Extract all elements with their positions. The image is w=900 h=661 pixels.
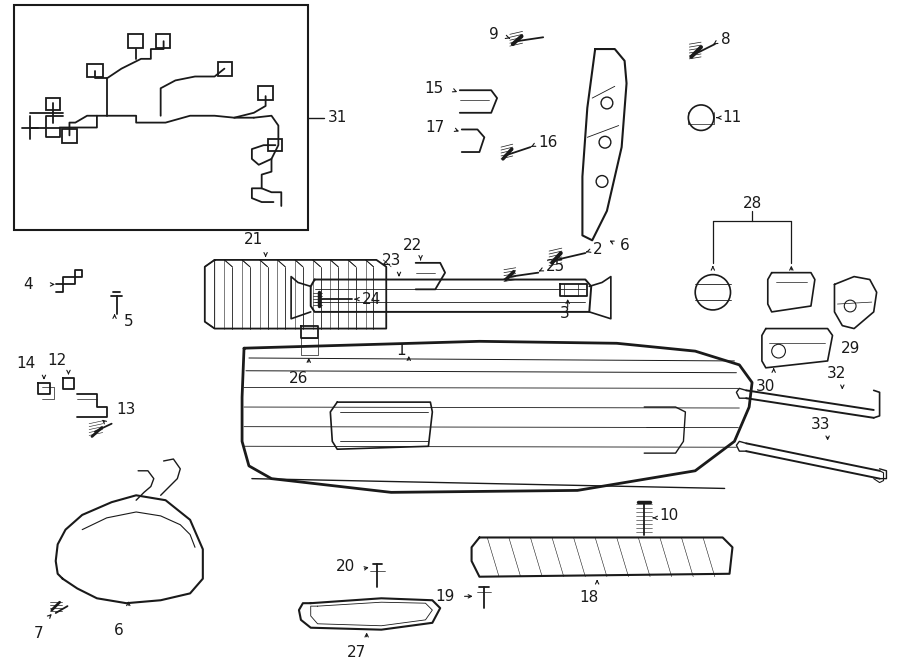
Text: 29: 29 — [841, 341, 859, 356]
Text: 25: 25 — [546, 259, 565, 274]
Text: 13: 13 — [116, 403, 136, 418]
Text: 32: 32 — [827, 366, 846, 381]
Text: 24: 24 — [362, 292, 381, 307]
Bar — [267, 139, 283, 151]
Text: 15: 15 — [424, 81, 443, 96]
Bar — [61, 130, 77, 143]
Bar — [46, 98, 59, 110]
Text: 26: 26 — [289, 371, 309, 386]
Text: 9: 9 — [490, 27, 499, 42]
Text: 1: 1 — [396, 343, 406, 358]
Text: 14: 14 — [17, 356, 36, 371]
Bar — [257, 87, 274, 100]
Text: 31: 31 — [328, 110, 346, 125]
Text: 10: 10 — [659, 508, 679, 524]
Text: 21: 21 — [244, 232, 264, 247]
Bar — [14, 5, 308, 231]
Text: 5: 5 — [124, 314, 134, 329]
Text: 18: 18 — [580, 590, 598, 605]
Text: 28: 28 — [742, 196, 761, 211]
Text: 4: 4 — [23, 277, 33, 292]
Bar — [129, 34, 143, 48]
Text: 11: 11 — [723, 110, 742, 125]
Text: 27: 27 — [347, 645, 366, 660]
Bar — [87, 63, 103, 77]
Text: 22: 22 — [403, 238, 422, 253]
Text: 8: 8 — [721, 32, 730, 47]
Text: 23: 23 — [382, 253, 400, 268]
Text: 6: 6 — [113, 623, 123, 638]
Text: 12: 12 — [47, 353, 67, 368]
Text: 3: 3 — [560, 306, 570, 321]
Text: 2: 2 — [593, 242, 603, 256]
Bar — [218, 61, 232, 75]
Text: 7: 7 — [33, 626, 43, 641]
Text: 33: 33 — [811, 416, 831, 432]
Bar — [156, 34, 170, 48]
Text: 6: 6 — [620, 238, 629, 253]
Text: 17: 17 — [425, 120, 444, 135]
Text: 20: 20 — [336, 559, 355, 574]
Text: 30: 30 — [756, 379, 776, 393]
Text: 16: 16 — [538, 135, 558, 149]
Text: 19: 19 — [436, 589, 454, 604]
